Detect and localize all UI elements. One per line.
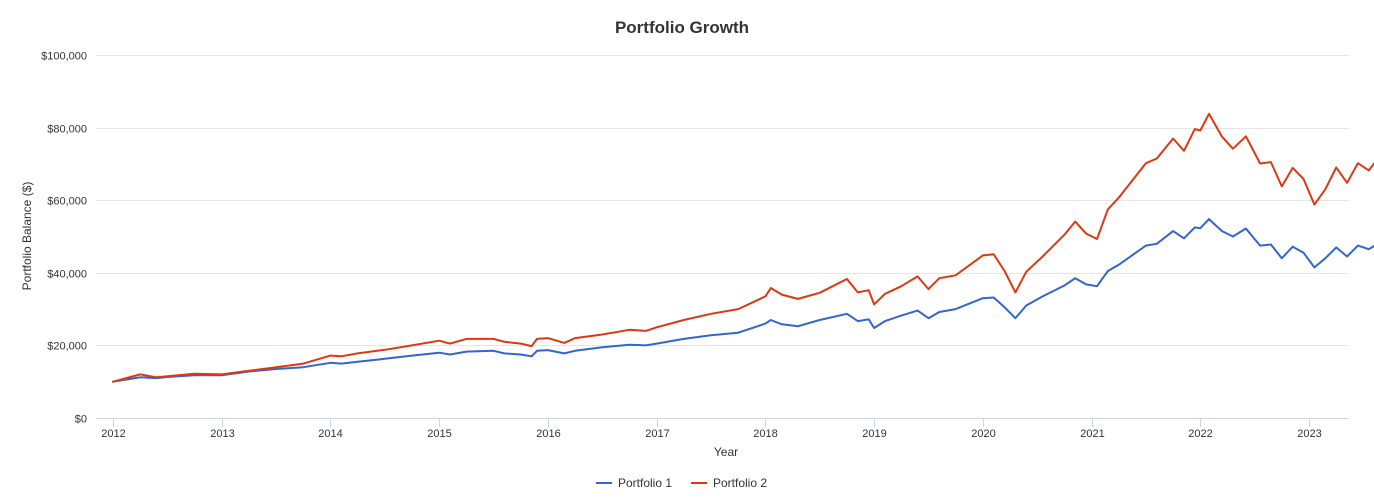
x-tick-label: 2012: [101, 428, 125, 440]
legend-item-portfolio-1[interactable]: Portfolio 1: [596, 476, 672, 490]
series-layer: [112, 112, 1374, 383]
series-line-portfolio-1[interactable]: [112, 218, 1374, 383]
legend-label-portfolio-1[interactable]: Portfolio 1: [618, 476, 672, 490]
x-tick-label: 2018: [753, 428, 777, 440]
x-tick-label: 2016: [536, 428, 560, 440]
chart-title: Portfolio Growth: [615, 18, 749, 37]
y-axis: $0 $20,000 $40,000 $60,000 $80,000 $100,000: [41, 51, 87, 426]
y-tick-label: $100,000: [41, 51, 87, 63]
x-tick-label: 2023: [1297, 428, 1321, 440]
x-tick-label: 2017: [645, 428, 669, 440]
y-axis-title: Portfolio Balance ($): [20, 182, 34, 291]
y-tick-label: $0: [75, 414, 87, 426]
x-axis: 2012 2013 2014 2015 2016 2017 2018 2019 2020 2021…: [101, 418, 1322, 440]
x-tick-label: 2014: [318, 428, 342, 440]
x-tick-label: 2013: [210, 428, 234, 440]
legend-label-portfolio-2[interactable]: Portfolio 2: [713, 476, 767, 490]
y-tick-label: $20,000: [47, 341, 87, 353]
x-tick-label: 2020: [971, 428, 995, 440]
legend[interactable]: Portfolio 1 Portfolio 2: [596, 476, 767, 490]
grid-layer: [96, 55, 1349, 346]
x-tick-label: 2022: [1188, 428, 1212, 440]
y-tick-label: $60,000: [47, 196, 87, 208]
x-tick-label: 2021: [1080, 428, 1104, 440]
y-tick-label: $80,000: [47, 124, 87, 136]
x-tick-label: 2019: [862, 428, 886, 440]
series-line-portfolio-2[interactable]: [112, 112, 1374, 383]
y-tick-label: $40,000: [47, 269, 87, 281]
x-tick-label: 2015: [427, 428, 451, 440]
x-axis-title: Year: [714, 445, 738, 459]
legend-item-portfolio-2[interactable]: Portfolio 2: [691, 476, 767, 490]
